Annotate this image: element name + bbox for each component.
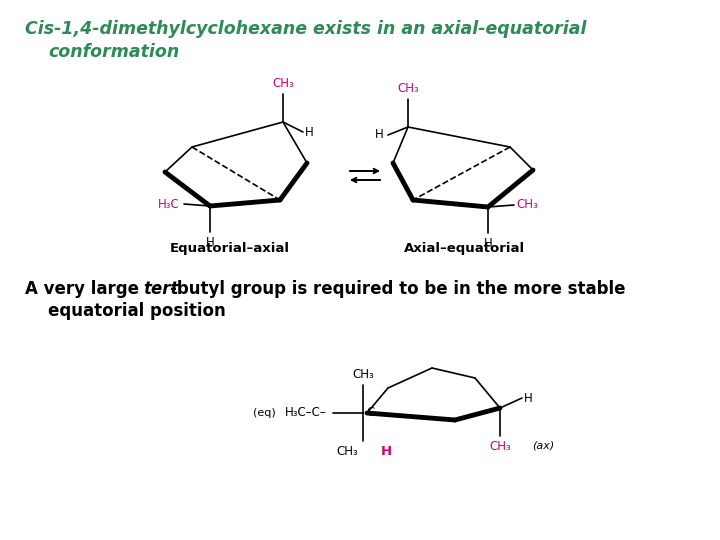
Text: CH₃: CH₃ xyxy=(516,199,538,212)
Text: CH₃: CH₃ xyxy=(352,368,374,381)
Text: CH₃: CH₃ xyxy=(336,445,358,458)
Text: C: C xyxy=(366,407,374,420)
Text: H: H xyxy=(206,236,215,249)
Text: CH₃: CH₃ xyxy=(489,440,511,453)
Text: H: H xyxy=(305,125,314,138)
Text: H: H xyxy=(381,445,392,458)
Text: tert: tert xyxy=(143,280,179,298)
Text: H₃C–C–: H₃C–C– xyxy=(285,407,327,420)
Text: (ax): (ax) xyxy=(532,440,554,450)
Text: Axial–equatorial: Axial–equatorial xyxy=(405,242,526,255)
Text: H: H xyxy=(524,392,533,404)
Text: CH₃: CH₃ xyxy=(397,82,419,95)
Text: equatorial position: equatorial position xyxy=(48,302,226,320)
Text: (eq): (eq) xyxy=(253,408,276,418)
Text: H₃C: H₃C xyxy=(158,198,180,211)
Text: conformation: conformation xyxy=(48,43,179,61)
Text: CH₃: CH₃ xyxy=(272,77,294,90)
Text: -butyl group is required to be in the more stable: -butyl group is required to be in the mo… xyxy=(170,280,626,298)
Text: Cis-1,4-dimethylcyclohexane exists in an axial-equatorial: Cis-1,4-dimethylcyclohexane exists in an… xyxy=(25,20,587,38)
Text: A very large: A very large xyxy=(25,280,145,298)
Text: H: H xyxy=(375,129,384,141)
Text: Equatorial–axial: Equatorial–axial xyxy=(170,242,290,255)
Text: H: H xyxy=(484,237,492,250)
